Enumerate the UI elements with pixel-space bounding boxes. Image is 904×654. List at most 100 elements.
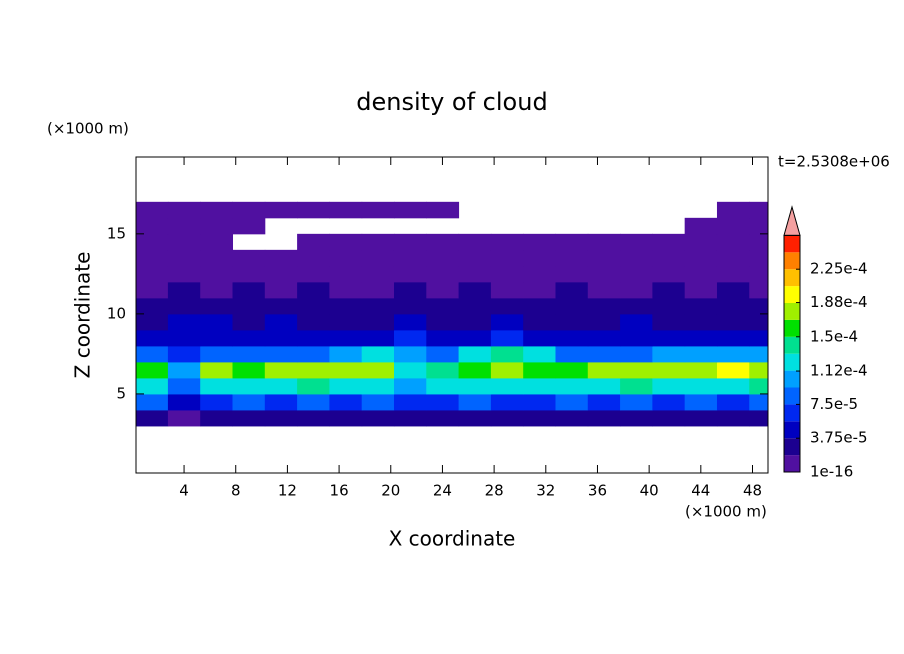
contour-cell: [329, 377, 363, 395]
contour-cell: [167, 409, 201, 427]
contour-cell: [684, 281, 718, 299]
contour-cell: [523, 249, 556, 267]
contour-cell: [167, 233, 201, 251]
contour-cell: [652, 393, 686, 411]
contour-cell: [555, 297, 589, 315]
contour-cell: [393, 329, 427, 347]
contour-cell: [361, 313, 395, 331]
colorbar-band: [784, 353, 800, 371]
contour-cell: [136, 249, 169, 267]
contour-cell: [264, 329, 298, 347]
contour-cell: [264, 393, 298, 411]
contour-cell: [716, 217, 750, 235]
contour-cell: [361, 297, 395, 315]
contour-cell: [393, 201, 427, 219]
contour-cell: [652, 361, 686, 379]
contour-cell: [652, 233, 686, 251]
chart-title: density of cloud: [356, 88, 547, 116]
contour-cell: [136, 297, 169, 315]
contour-cell: [716, 249, 750, 267]
contour-cell: [716, 329, 750, 347]
contour-cell: [264, 249, 298, 267]
contour-cell: [264, 345, 298, 363]
colorbar-band: [784, 286, 800, 303]
contour-cell: [136, 217, 169, 235]
contour-cell: [329, 345, 363, 363]
contour-cell: [361, 249, 395, 267]
x-tick-label: 32: [536, 482, 555, 500]
colorbar-band: [784, 319, 800, 337]
contour-cell: [426, 345, 460, 363]
contour-cell: [458, 329, 492, 347]
contour-cell: [297, 361, 330, 379]
contour-cell: [716, 313, 750, 331]
contour-cell: [684, 329, 718, 347]
contour-cell: [232, 361, 266, 379]
contour-cell: [716, 377, 750, 395]
y-axis-title: Z coordinate: [71, 252, 95, 379]
colorbar-band: [784, 438, 800, 456]
contour-cell: [587, 409, 621, 427]
contour-cell: [587, 249, 621, 267]
contour-cell: [523, 409, 556, 427]
x-tick-label: 8: [231, 482, 241, 500]
contour-cell: [393, 393, 427, 411]
contour-cell: [200, 409, 234, 427]
contour-cell: [490, 313, 524, 331]
contour-cell: [587, 393, 621, 411]
contour-cell: [167, 265, 201, 283]
contour-cell: [620, 281, 653, 299]
contour-cell: [329, 233, 363, 251]
contour-cell: [716, 265, 750, 283]
contour-cell: [136, 377, 169, 395]
contour-cell: [136, 265, 169, 283]
contour-cell: [136, 409, 169, 427]
contour-cell: [523, 265, 556, 283]
contour-cell: [167, 281, 201, 299]
contour-cell: [749, 265, 768, 283]
contour-cell: [490, 361, 524, 379]
contour-cell: [458, 345, 492, 363]
contour-cell: [329, 249, 363, 267]
contour-cell: [749, 377, 768, 395]
contour-cell: [297, 313, 330, 331]
contour-cell: [490, 329, 524, 347]
contour-cell: [620, 249, 653, 267]
x-tick-label: 40: [640, 482, 659, 500]
contour-cell: [426, 297, 460, 315]
contour-cell: [523, 377, 556, 395]
contour-cell: [490, 281, 524, 299]
contour-cell: [749, 201, 768, 219]
contour-cell: [684, 345, 718, 363]
contour-cell: [200, 217, 234, 235]
contour-cell: [297, 329, 330, 347]
contour-cell: [716, 345, 750, 363]
contour-cell: [264, 281, 298, 299]
contour-cell: [523, 329, 556, 347]
contour-cell: [426, 313, 460, 331]
contour-cell: [232, 249, 266, 267]
contour-cell: [297, 281, 330, 299]
contour-cell: [684, 265, 718, 283]
contour-cell: [232, 313, 266, 331]
y-tick-label: 10: [107, 304, 126, 322]
contour-cell: [749, 297, 768, 315]
contour-cell: [684, 217, 718, 235]
contour-cell: [684, 233, 718, 251]
contour-cell: [684, 313, 718, 331]
contour-cell: [555, 345, 589, 363]
contour-cell: [555, 409, 589, 427]
contour-cell: [652, 329, 686, 347]
contour-cell: [329, 409, 363, 427]
contour-cell: [684, 377, 718, 395]
contour-cell: [620, 329, 653, 347]
contour-cell: [652, 409, 686, 427]
contour-cell: [426, 377, 460, 395]
contour-cell: [620, 313, 653, 331]
contour-cell: [555, 313, 589, 331]
contour-cell: [620, 297, 653, 315]
colorbar-band: [784, 235, 800, 253]
x-tick-label: 44: [691, 482, 710, 500]
contour-cell: [329, 361, 363, 379]
contour-cell: [620, 377, 653, 395]
